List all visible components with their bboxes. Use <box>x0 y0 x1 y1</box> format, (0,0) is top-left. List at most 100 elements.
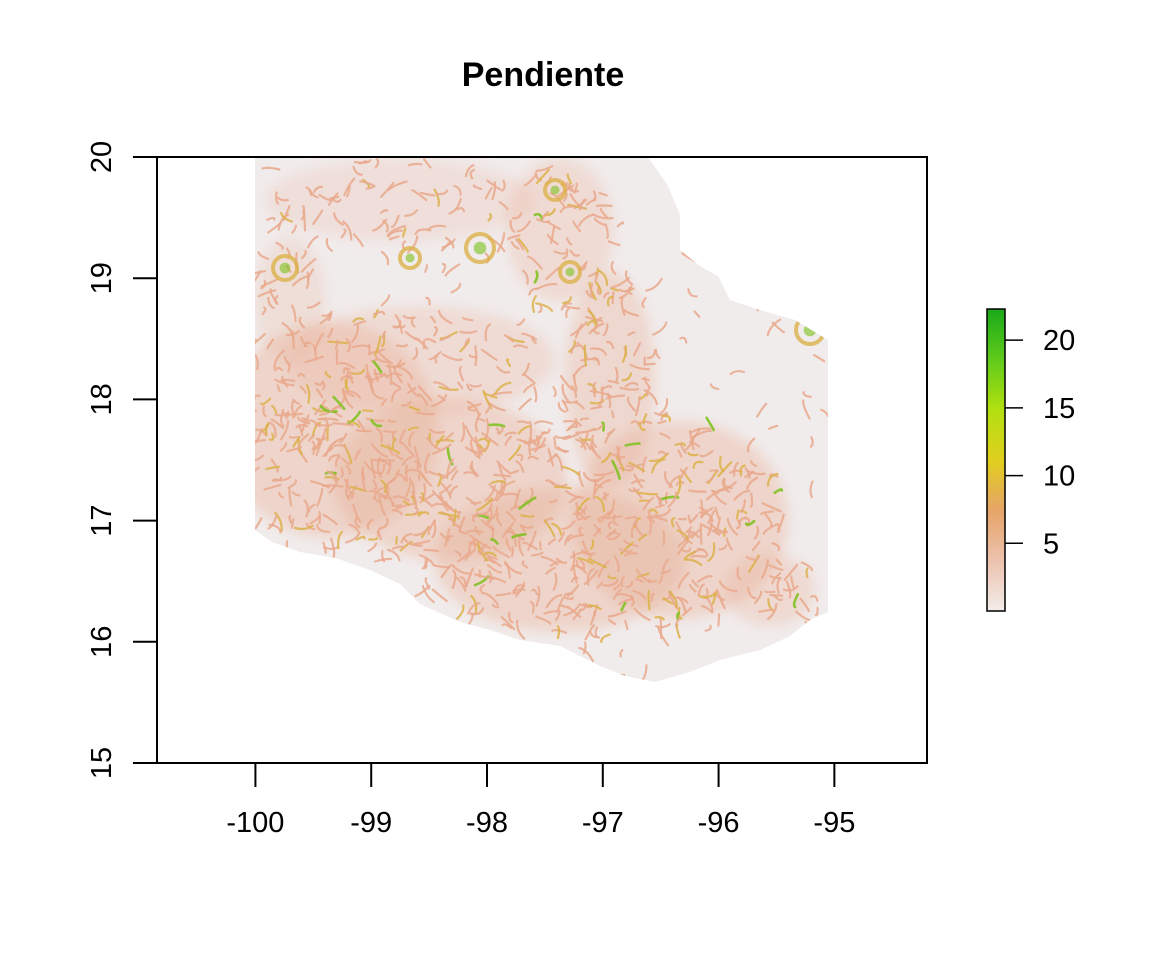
contour-stroke <box>705 474 715 484</box>
contour-stroke <box>431 394 448 407</box>
contour-stroke <box>675 476 682 498</box>
contour-stroke <box>315 435 325 456</box>
contour-stroke <box>448 197 462 215</box>
contour-stroke <box>421 585 435 604</box>
contour-stroke <box>733 461 740 477</box>
contour-stroke <box>607 575 617 580</box>
legend-tick-label: 10 <box>1043 461 1075 493</box>
contour-stroke <box>255 270 267 277</box>
contour-stroke <box>529 420 533 440</box>
contour-stroke <box>632 342 642 357</box>
contour-stroke <box>577 213 595 227</box>
peak-core <box>279 262 291 274</box>
contour-stroke <box>344 390 362 399</box>
contour-stroke <box>668 475 682 489</box>
contour-stroke <box>441 353 463 362</box>
contour-stroke <box>580 417 589 421</box>
contour-stroke <box>440 482 452 499</box>
peak-ring <box>558 260 582 284</box>
contour-stroke <box>563 305 580 310</box>
contour-stroke <box>437 511 460 518</box>
contour-stroke <box>624 515 637 520</box>
contour-stroke <box>681 606 693 617</box>
contour-stroke <box>493 381 512 396</box>
contour-stroke <box>730 258 741 277</box>
contour-stroke <box>411 491 418 510</box>
contour-stroke <box>570 344 580 355</box>
contour-stroke <box>450 282 462 294</box>
contour-stroke <box>602 578 619 587</box>
contour-stroke <box>794 228 802 240</box>
contour-stroke <box>374 157 380 169</box>
color-legend: 5 10 15 20 <box>986 308 1075 612</box>
contour-stroke <box>518 536 525 557</box>
contour-stroke <box>572 220 581 233</box>
contour-stroke <box>536 218 550 224</box>
contour-stroke <box>270 418 284 430</box>
contour-stroke <box>711 489 727 505</box>
contour-stroke <box>630 594 635 607</box>
contour-stroke <box>732 289 740 301</box>
contour-stroke <box>339 432 348 444</box>
contour-stroke <box>402 227 407 238</box>
contour-stroke <box>391 381 401 389</box>
contour-stroke <box>662 558 670 573</box>
contour-stroke <box>441 466 457 480</box>
contour-stroke <box>598 386 604 407</box>
contour-stroke <box>314 399 327 416</box>
contour-stroke <box>312 344 317 361</box>
contour-stroke <box>573 505 588 516</box>
contour-stroke <box>373 487 385 499</box>
contour-stroke <box>582 603 590 609</box>
x-tick-label: -98 <box>466 807 508 839</box>
contour-stroke <box>341 457 351 466</box>
contour-stroke <box>691 579 699 588</box>
contour-stroke <box>425 296 431 306</box>
contour-stroke <box>802 399 811 420</box>
contour-stroke <box>504 435 513 446</box>
contour-stroke <box>554 609 561 621</box>
contour-stroke <box>281 375 289 388</box>
contour-stroke <box>597 269 609 287</box>
contour-stroke <box>386 362 406 368</box>
contour-stroke <box>689 530 700 539</box>
contour-stroke <box>565 307 570 318</box>
contour-stroke <box>299 385 307 394</box>
contour-stroke <box>677 517 687 521</box>
contour-stroke <box>407 162 423 167</box>
contour-stroke <box>607 521 613 530</box>
contour-stroke <box>690 427 711 434</box>
contour-stroke <box>352 165 364 176</box>
contour-stroke <box>563 596 574 601</box>
contour-stroke <box>711 590 717 605</box>
contour-stroke <box>776 577 782 594</box>
contour-stroke <box>810 594 819 602</box>
contour-stroke <box>495 513 503 527</box>
contour-stroke <box>372 360 383 374</box>
contour-stroke <box>677 606 683 620</box>
contour-stroke <box>353 320 367 326</box>
contour-stroke <box>618 285 633 299</box>
contour-stroke <box>584 624 595 641</box>
contour-stroke <box>768 564 784 571</box>
contour-stroke <box>694 247 708 256</box>
contour-stroke <box>552 572 558 591</box>
contour-stroke <box>607 240 621 247</box>
contour-stroke <box>273 349 285 369</box>
contour-stroke <box>315 436 329 442</box>
contour-stroke <box>372 458 390 466</box>
contour-stroke <box>629 363 651 371</box>
contour-stroke <box>606 673 626 680</box>
contour-stroke <box>478 437 490 444</box>
contour-stroke <box>255 354 259 371</box>
contour-stroke <box>583 344 587 367</box>
contour-stroke <box>381 330 387 340</box>
contour-stroke <box>380 444 401 455</box>
contour-stroke <box>401 400 412 407</box>
contour-stroke <box>766 318 782 337</box>
contour-stroke <box>333 212 344 226</box>
contour-stroke <box>479 584 486 593</box>
contour-stroke <box>566 173 573 185</box>
contour-stroke <box>492 546 511 559</box>
contour-stroke <box>343 478 351 491</box>
